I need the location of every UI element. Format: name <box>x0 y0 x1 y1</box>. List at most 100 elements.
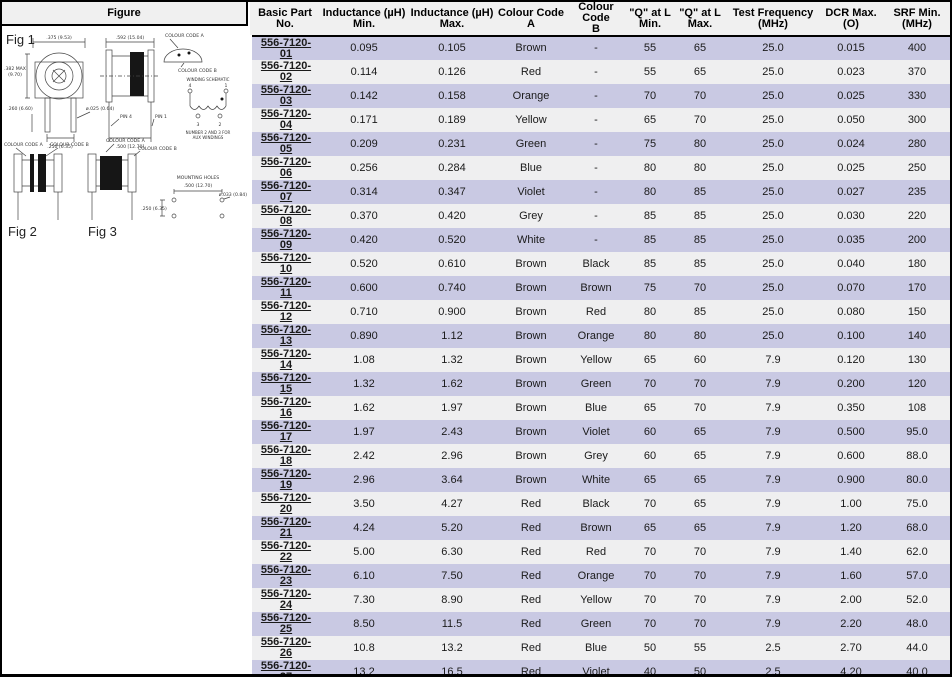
part-number-link[interactable]: 556-7120- 21 <box>260 516 312 539</box>
part-number-link[interactable]: 556-7120- 03 <box>260 84 312 107</box>
cell-colour-code-b: Blue <box>566 396 626 420</box>
part-number-link[interactable]: 556-7120- 18 <box>260 444 312 467</box>
schematic-pin-3: 3 <box>197 122 200 128</box>
cell-inductance-max: 4.27 <box>408 492 496 516</box>
part-number-link[interactable]: 556-7120- 10 <box>260 252 312 275</box>
cell-test-frequency: 2.5 <box>726 660 820 674</box>
cell-inductance-max: 2.43 <box>408 420 496 444</box>
cell-colour-code-b: - <box>566 180 626 204</box>
cell-part-number: 556-7120- 07 <box>248 180 320 204</box>
cell-q-min: 70 <box>626 540 674 564</box>
cell-inductance-max: 1.62 <box>408 372 496 396</box>
part-number-link[interactable]: 556-7120- 17 <box>260 420 312 443</box>
cell-dcr-max: 0.025 <box>820 156 882 180</box>
cell-colour-code-a: Brown <box>496 396 566 420</box>
figure-column: Figure Fig 1 .375 (9.53) .382 MAX <box>2 2 248 674</box>
part-number-link[interactable]: 556-7120- 15 <box>260 372 312 395</box>
part-number-link[interactable]: 556-7120- 08 <box>260 204 312 227</box>
part-number-link[interactable]: 556-7120- 12 <box>260 300 312 323</box>
cell-dcr-max: 0.035 <box>820 228 882 252</box>
fig3-label: Fig 3 <box>88 224 117 239</box>
part-number-link[interactable]: 556-7120- 11 <box>260 276 312 299</box>
cell-colour-code-b: Blue <box>566 636 626 660</box>
header-q-at-l-min: "Q" at L Min. <box>626 2 674 37</box>
part-number-link[interactable]: 556-7120- 14 <box>260 348 312 371</box>
part-number-link[interactable]: 556-7120- 27 <box>260 660 312 677</box>
cell-q-min: 70 <box>626 564 674 588</box>
cell-q-max: 70 <box>674 612 726 636</box>
part-number-link[interactable]: 556-7120- 25 <box>260 612 312 635</box>
cell-colour-code-b: Grey <box>566 444 626 468</box>
mounting-dim-vertical: .250 (6.35) <box>141 206 167 212</box>
part-number-link[interactable]: 556-7120- 13 <box>260 324 312 347</box>
cell-test-frequency: 25.0 <box>726 252 820 276</box>
cell-q-max: 70 <box>674 276 726 300</box>
part-number-link[interactable]: 556-7120- 06 <box>260 156 312 179</box>
cell-srf-min: 330 <box>882 84 950 108</box>
fig2-colour-code-b-label: COLOUR CODE B <box>50 142 89 148</box>
cell-inductance-max: 0.158 <box>408 84 496 108</box>
cell-inductance-min: 0.256 <box>320 156 408 180</box>
part-number-link[interactable]: 556-7120- 23 <box>260 564 312 587</box>
schematic-pin-2: 2 <box>219 122 222 128</box>
cell-q-min: 70 <box>626 588 674 612</box>
part-number-link[interactable]: 556-7120- 02 <box>260 60 312 83</box>
part-number-link[interactable]: 556-7120- 22 <box>260 540 312 563</box>
cell-colour-code-b: - <box>566 204 626 228</box>
schematic-pin-4: 4 <box>189 83 192 89</box>
cell-srf-min: 235 <box>882 180 950 204</box>
cell-q-max: 65 <box>674 516 726 540</box>
table-row: 556-7120- 14 1.08 1.32 Brown Yellow 65 60… <box>248 348 950 372</box>
part-number-link[interactable]: 556-7120- 26 <box>260 636 312 659</box>
table-row: 556-7120- 09 0.420 0.520 White - 85 85 25… <box>248 228 950 252</box>
cell-q-min: 70 <box>626 492 674 516</box>
table-row: 556-7120- 13 0.890 1.12 Brown Orange 80 8… <box>248 324 950 348</box>
cell-q-min: 85 <box>626 228 674 252</box>
part-number-link[interactable]: 556-7120- 09 <box>260 228 312 251</box>
figure-column-header: Figure <box>2 2 248 26</box>
part-number-link[interactable]: 556-7120- 01 <box>260 36 312 60</box>
table-row: 556-7120- 03 0.142 0.158 Orange - 70 70 2… <box>248 84 950 108</box>
cell-colour-code-a: Red <box>496 492 566 516</box>
cell-q-max: 70 <box>674 108 726 132</box>
cell-srf-min: 108 <box>882 396 950 420</box>
cell-inductance-min: 10.8 <box>320 636 408 660</box>
cell-inductance-min: 1.62 <box>320 396 408 420</box>
cell-q-max: 65 <box>674 60 726 84</box>
cell-dcr-max: 1.60 <box>820 564 882 588</box>
part-number-link[interactable]: 556-7120- 07 <box>260 180 312 203</box>
table-body: 556-7120- 01 0.095 0.105 Brown - 55 65 25… <box>248 36 950 677</box>
part-number-link[interactable]: 556-7120- 04 <box>260 108 312 131</box>
cell-colour-code-a: Brown <box>496 420 566 444</box>
part-number-link[interactable]: 556-7120- 05 <box>260 132 312 155</box>
cell-q-max: 85 <box>674 180 726 204</box>
cell-inductance-max: 2.96 <box>408 444 496 468</box>
part-number-link[interactable]: 556-7120- 20 <box>260 492 312 515</box>
cell-q-max: 65 <box>674 468 726 492</box>
cell-inductance-min: 1.08 <box>320 348 408 372</box>
table-row: 556-7120- 17 1.97 2.43 Brown Violet 60 65… <box>248 420 950 444</box>
table-row: 556-7120- 16 1.62 1.97 Brown Blue 65 70 7… <box>248 396 950 420</box>
cell-colour-code-b: Yellow <box>566 348 626 372</box>
cell-colour-code-b: Orange <box>566 324 626 348</box>
cell-colour-code-a: Blue <box>496 156 566 180</box>
cell-srf-min: 68.0 <box>882 516 950 540</box>
cell-part-number: 556-7120- 12 <box>248 300 320 324</box>
cell-srf-min: 57.0 <box>882 564 950 588</box>
cell-part-number: 556-7120- 24 <box>248 588 320 612</box>
cell-inductance-min: 5.00 <box>320 540 408 564</box>
cell-inductance-max: 1.97 <box>408 396 496 420</box>
cell-colour-code-a: Red <box>496 588 566 612</box>
cell-inductance-min: 0.520 <box>320 252 408 276</box>
part-number-link[interactable]: 556-7120- 16 <box>260 396 312 419</box>
part-number-link[interactable]: 556-7120- 19 <box>260 468 312 491</box>
schematic-pin-1: 1 <box>225 83 228 89</box>
cell-inductance-min: 0.600 <box>320 276 408 300</box>
cell-colour-code-a: Brown <box>496 468 566 492</box>
cell-test-frequency: 7.9 <box>726 396 820 420</box>
cell-colour-code-b: - <box>566 36 626 60</box>
table-row: 556-7120- 10 0.520 0.610 Brown Black 85 8… <box>248 252 950 276</box>
cell-colour-code-a: Brown <box>496 324 566 348</box>
part-number-link[interactable]: 556-7120- 24 <box>260 588 312 611</box>
cell-q-min: 75 <box>626 132 674 156</box>
